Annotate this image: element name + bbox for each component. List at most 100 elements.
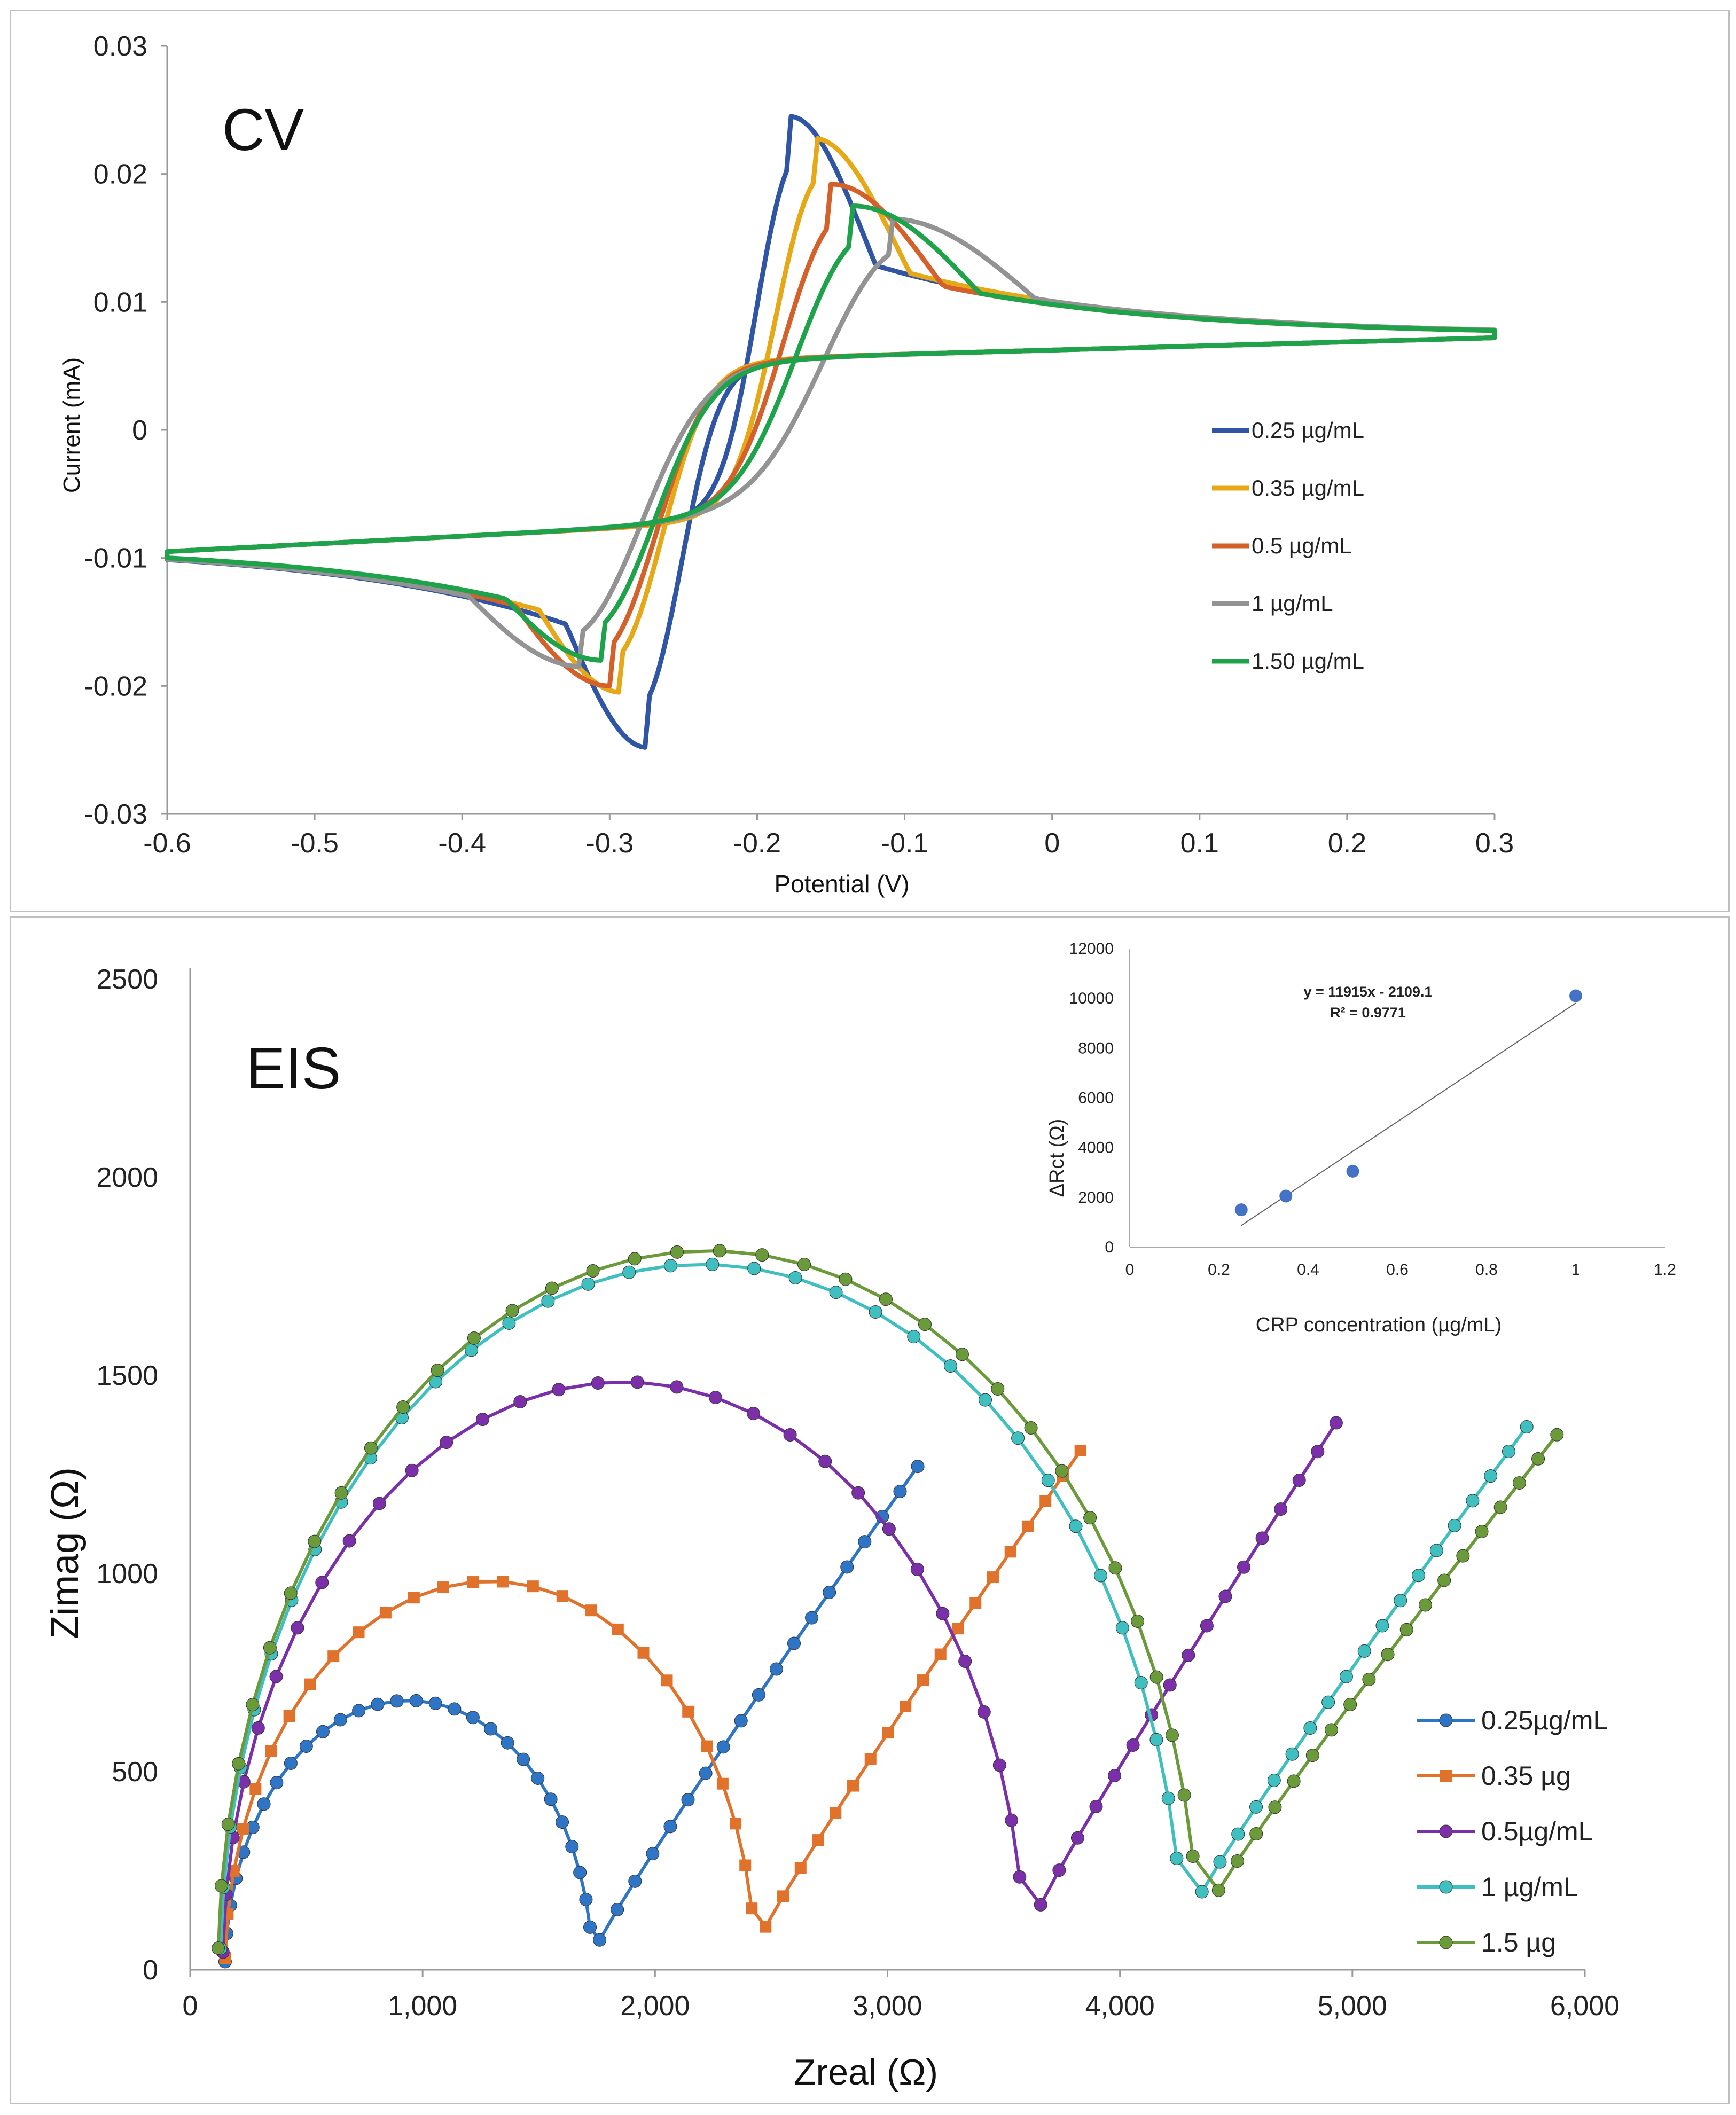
eis-series-0-point: [556, 1815, 569, 1829]
cv-legend: 0.25 µg/mL 0.35 µg/mL 0.5 µg/mL 1 µg/mL 1.50…: [1212, 418, 1364, 673]
eis-series-4-point: [1108, 1561, 1122, 1575]
eis-series-2-point: [1237, 1560, 1251, 1574]
eis-series-3-point: [502, 1316, 516, 1330]
cv-y-tick-label: -0.01: [84, 543, 147, 574]
eis-series-4-point: [221, 1818, 235, 1831]
eis-series-1-point: [497, 1576, 509, 1588]
eis-series-2-point: [910, 1562, 924, 1576]
eis-series-0-line: [223, 1465, 919, 1962]
eis-series-0-point: [270, 1776, 284, 1790]
eis-series-2-point: [851, 1486, 865, 1500]
eis-series-0-point: [593, 1933, 607, 1947]
eis-y-tick-label: 500: [112, 1757, 158, 1788]
inset-y-axis-label: ΔRct (Ω): [1046, 1119, 1068, 1197]
eis-series-2-point: [1292, 1474, 1306, 1487]
eis-axes: 0 1,000 2,000 3,000 4,000 5,000 6,000 2500 2000 1…: [96, 964, 1620, 2022]
eis-series-3-point: [1321, 1695, 1335, 1709]
eis-series-3-point: [869, 1305, 882, 1319]
inset-data-point: [1279, 1189, 1293, 1203]
eis-series-3-point: [1412, 1569, 1426, 1583]
eis-series-4-point: [1287, 1774, 1301, 1788]
eis-series-4-point: [1149, 1670, 1163, 1684]
cv-y-tick-label: 0.02: [93, 159, 147, 190]
eis-series-1-point: [556, 1590, 568, 1602]
eis-series-0-point: [787, 1636, 801, 1650]
eis-series-4-point: [1249, 1827, 1263, 1840]
eis-series-0-point: [646, 1847, 660, 1861]
eis-series-4-point: [955, 1348, 969, 1361]
eis-legend-label: 1 µg/mL: [1481, 1872, 1578, 1902]
eis-legend-label: 1.5 µg: [1481, 1928, 1556, 1957]
cv-y-tick-label: -0.03: [84, 799, 147, 830]
eis-series-4-point: [334, 1486, 348, 1500]
eis-y-tick-label: 2500: [96, 964, 158, 995]
cv-x-tick-label: -0.3: [586, 828, 634, 859]
eis-series-1-point: [794, 1862, 807, 1874]
eis-series-0-point: [501, 1736, 514, 1750]
eis-series-1-point: [812, 1834, 824, 1846]
eis-series-0-point: [299, 1740, 313, 1753]
eis-inset-chart: 0 0.2 0.4 0.6 0.8 1 1.2 12000 10000 8000 6000 4000 2…: [1046, 940, 1676, 1336]
eis-series-3-point: [1149, 1733, 1163, 1746]
eis-series-2-point: [440, 1436, 453, 1450]
eis-series-3-point: [1213, 1855, 1227, 1869]
eis-series-2-point: [1005, 1813, 1019, 1827]
eis-series-2-point: [1034, 1898, 1047, 1912]
eis-x-tick-label: 1,000: [388, 1991, 457, 2022]
eis-series-3-point: [907, 1330, 921, 1344]
eis-series-4-point: [431, 1364, 444, 1377]
eis-series-1-point: [1004, 1546, 1016, 1558]
eis-series-3-point: [1429, 1544, 1443, 1557]
eis-series-4-point: [1418, 1598, 1432, 1612]
eis-series-4-point: [364, 1441, 378, 1455]
eis-series-3-point: [1502, 1444, 1515, 1458]
eis-series-0-point: [699, 1766, 713, 1780]
eis-series-4-point: [797, 1257, 811, 1271]
eis-series-2-point: [552, 1383, 566, 1397]
eis-x-tick-label: 4,000: [1085, 1991, 1155, 2022]
eis-series-0-point: [531, 1771, 545, 1785]
eis-series-2-point: [269, 1670, 283, 1683]
eis-series-3-line: [219, 1263, 1528, 1949]
eis-series-3-point: [1231, 1827, 1245, 1841]
eis-series-1-point: [701, 1740, 713, 1752]
eis-series-3-point: [1093, 1569, 1107, 1583]
eis-series-4-point: [214, 1879, 228, 1893]
eis-legend: 0.25µg/mL 0.35 µg 0.5µg/mL 1 µg/mL 1.5 µg: [1417, 1705, 1608, 1957]
eis-series-2-point: [1089, 1799, 1103, 1813]
eis-series-4-point: [1231, 1854, 1245, 1868]
eis-series-4-point: [1305, 1749, 1319, 1762]
eis-series-3-point: [664, 1259, 678, 1273]
eis-series-3-point: [1303, 1721, 1317, 1735]
eis-series-0-point: [565, 1839, 579, 1853]
eis-series-4-point: [1381, 1648, 1395, 1662]
eis-series-3-point: [1069, 1519, 1083, 1533]
eis-series-0-point: [579, 1892, 593, 1906]
cv-x-tick-label: 0: [1044, 828, 1060, 859]
eis-series-2-point: [1070, 1831, 1084, 1845]
eis-series-4-point: [545, 1281, 559, 1295]
eis-series-1-point: [900, 1700, 912, 1712]
eis-series-2-point: [1274, 1502, 1288, 1516]
eis-x-axis-label: Zreal (Ω): [794, 2052, 938, 2093]
inset-y-tick-label: 12000: [1069, 940, 1114, 958]
eis-series-0-point: [284, 1756, 298, 1770]
eis-series-3-point: [1484, 1469, 1498, 1483]
eis-series-2-point: [783, 1428, 797, 1442]
cv-x-tick-label: -0.4: [438, 828, 486, 859]
eis-series-3-point: [747, 1262, 761, 1275]
eis-series-2-point: [1108, 1769, 1122, 1783]
eis-series-3-point: [788, 1271, 802, 1284]
eis-series-0-point: [517, 1752, 530, 1766]
eis-legend-marker: [1440, 1770, 1452, 1782]
eis-series-2-point: [291, 1621, 304, 1635]
eis-series-0-point: [769, 1662, 783, 1676]
eis-series-3-point: [943, 1359, 957, 1373]
eis-series-0-point: [611, 1902, 624, 1916]
cv-x-tick-label: 0.1: [1180, 828, 1219, 859]
eis-series-0-point: [257, 1797, 271, 1811]
inset-x-tick-label: 1: [1571, 1261, 1581, 1279]
inset-x-tick-label: 0.8: [1475, 1261, 1498, 1279]
eis-series-4-point: [839, 1272, 853, 1286]
eis-series-3-point: [1285, 1747, 1299, 1761]
